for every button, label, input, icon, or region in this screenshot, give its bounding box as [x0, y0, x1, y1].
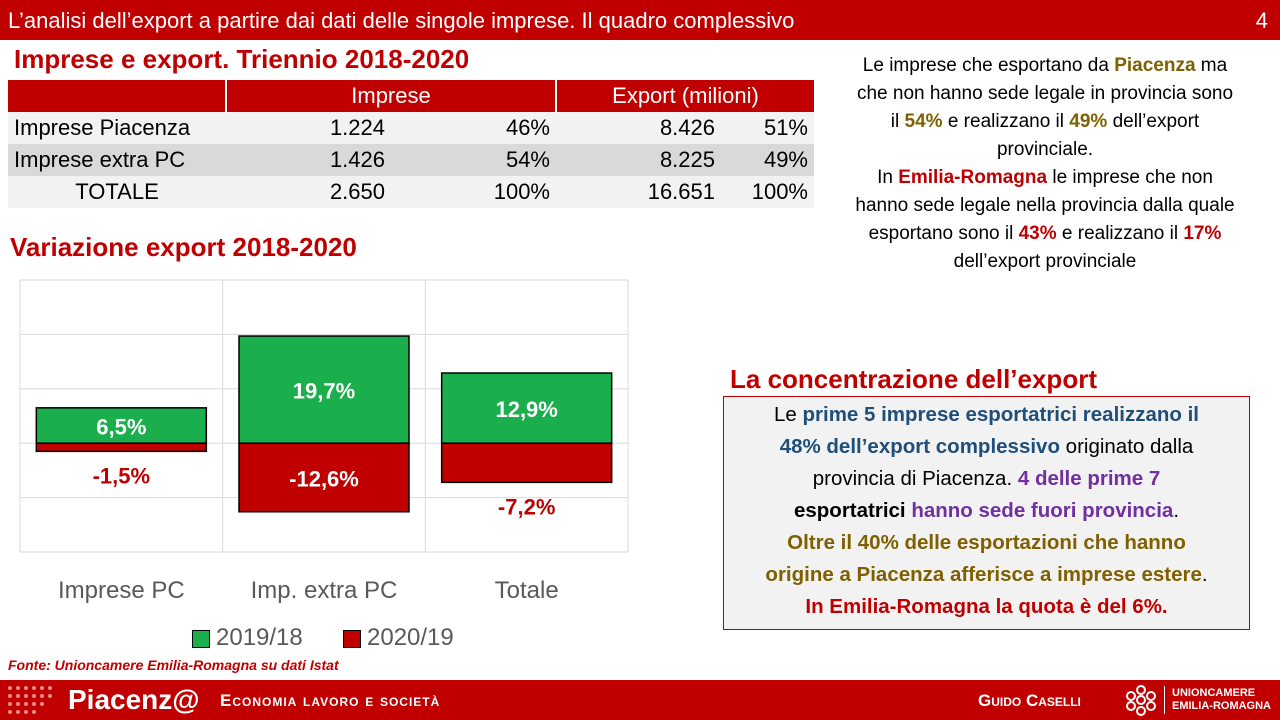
- legend-swatch-red: [343, 629, 361, 648]
- text-run: che non hanno sede legale in provincia s…: [856, 83, 1234, 104]
- author-name: Guido Caselli: [978, 691, 1081, 710]
- legend-swatch-green: [192, 629, 210, 648]
- highlight-outside: hanno sede fuori provincia: [905, 499, 1174, 522]
- org-name: UNIONCAMERE EMILIA-ROMAGNA: [1172, 687, 1271, 713]
- row-label: TOTALE: [8, 176, 226, 208]
- text-run: .: [1173, 499, 1180, 522]
- imprese-value: 2.650: [226, 176, 391, 208]
- data-label: 12,9%: [495, 397, 557, 422]
- text-run: hanno sede legale nella provincia dalla …: [855, 195, 1235, 216]
- piacenza-commentary: Le imprese che esportano da Piacenza ma …: [820, 52, 1270, 276]
- highlight-48: 48% dell’export complessivo: [779, 435, 1060, 458]
- org-line-2: EMILIA-ROMAGNA: [1172, 700, 1271, 712]
- imprese-value: 1.426: [226, 144, 391, 176]
- highlight-foreign: origine a Piacenza afferisce a imprese e…: [765, 563, 1202, 586]
- logo-divider: [1164, 686, 1165, 714]
- category-label: Totale: [495, 577, 559, 604]
- highlight-er-6: In Emilia-Romagna la quota è del 6%.: [805, 595, 1168, 618]
- text-run: Le: [774, 403, 803, 426]
- slide-title: L’analisi dell’export a partire dai dati…: [8, 8, 795, 33]
- data-label: -12,6%: [289, 466, 359, 491]
- variazione-export-chart: 6,5% -1,5% 19,7% -12,6% 12,9% -7,2% Imprese P…: [19, 279, 629, 604]
- row-label: Imprese Piacenza: [8, 112, 226, 144]
- page-number: 4: [1255, 8, 1268, 33]
- legend-item-2019: 2019/18: [192, 624, 303, 652]
- header-imprese: Imprese: [225, 80, 556, 112]
- highlight-54: 54%: [904, 111, 943, 132]
- tagline: Economia lavoro e società: [220, 691, 441, 710]
- data-label: 19,7%: [293, 379, 355, 404]
- imprese-pct: 54%: [391, 144, 556, 176]
- bar-2019-18-1: [238, 335, 410, 444]
- table-title: Imprese e export. Triennio 2018-2020: [14, 44, 470, 74]
- text-run: e realizzano il: [1056, 223, 1184, 244]
- export-pct: 49%: [721, 144, 814, 176]
- header-export: Export (milioni): [555, 80, 814, 112]
- unioncamere-logo-icon: [1126, 685, 1156, 716]
- text-run: Le imprese che esportano da: [862, 55, 1115, 76]
- highlight-49: 49%: [1069, 111, 1108, 132]
- highlight-top5: prime 5 imprese esportatrici realizzano …: [802, 403, 1200, 426]
- highlight-4-of-7: 4 delle prime 7: [1017, 467, 1161, 490]
- text-run: dell’export: [1107, 111, 1200, 132]
- export-value: 8.225: [556, 144, 721, 176]
- table-row: Imprese Piacenza 1.224 46% 8.426 51%: [8, 112, 814, 144]
- footer-bar: Piacenz@ Economia lavoro e società Guido…: [0, 680, 1280, 720]
- text-run: le imprese che non: [1047, 167, 1213, 188]
- data-label: 6,5%: [96, 415, 146, 440]
- text-run: e realizzano il: [942, 111, 1070, 132]
- text-run: dell’export provinciale: [953, 251, 1137, 272]
- data-label: -1,5%: [93, 463, 150, 488]
- text-run: In: [877, 167, 899, 188]
- highlight-piacenza: Piacenza: [1114, 55, 1196, 76]
- bar-2020-19-2: [440, 442, 613, 484]
- text-run: esportatrici: [793, 499, 906, 522]
- data-label: -7,2%: [498, 494, 555, 519]
- text-run: provincia di Piacenza.: [812, 467, 1018, 490]
- org-line-1: UNIONCAMERE: [1172, 687, 1256, 699]
- imprese-export-table: Imprese Export (milioni) Imprese Piacenz…: [8, 80, 814, 208]
- imprese-value: 1.224: [226, 112, 391, 144]
- export-value: 16.651: [556, 176, 721, 208]
- highlight-43: 43%: [1018, 223, 1057, 244]
- export-pct: 51%: [721, 112, 814, 144]
- text-run: esportano sono il: [868, 223, 1019, 244]
- text-run: .: [1201, 563, 1208, 586]
- highlight-40: Oltre il 40% delle esportazioni che hann…: [787, 531, 1186, 554]
- export-value: 8.426: [556, 112, 721, 144]
- bar-2020-19-0: [35, 442, 208, 453]
- bar-2019-18-2: [440, 372, 613, 444]
- text-run: provinciale.: [996, 139, 1094, 160]
- header-bar: L’analisi dell’export a partire dai dati…: [0, 0, 1280, 40]
- text-run: originato dalla: [1059, 435, 1194, 458]
- table-header-row: Imprese Export (milioni): [8, 80, 814, 112]
- legend-item-2020: 2020/19: [343, 624, 454, 652]
- text-run: ma: [1195, 55, 1228, 76]
- category-label: Imp. extra PC: [251, 577, 398, 604]
- concentration-title: La concentrazione dell’export: [730, 364, 1097, 394]
- table-row: Imprese extra PC 1.426 54% 8.225 49%: [8, 144, 814, 176]
- chart-title: Variazione export 2018-2020: [10, 232, 357, 262]
- imprese-pct: 100%: [391, 176, 556, 208]
- legend-label: 2019/18: [216, 624, 303, 651]
- highlight-17: 17%: [1183, 223, 1222, 244]
- concentration-box: Le prime 5 imprese esportatrici realizza…: [723, 396, 1250, 630]
- header-empty: [8, 80, 226, 112]
- legend-label: 2020/19: [367, 624, 454, 651]
- bar-2019-18-0: [35, 407, 208, 444]
- dots-pattern-icon: [8, 686, 52, 714]
- imprese-pct: 46%: [391, 112, 556, 144]
- export-pct: 100%: [721, 176, 814, 208]
- table-row-total: TOTALE 2.650 100% 16.651 100%: [8, 176, 814, 208]
- row-label: Imprese extra PC: [8, 144, 226, 176]
- highlight-emilia-romagna: Emilia-Romagna: [898, 167, 1048, 188]
- bar-2020-19-1: [238, 442, 410, 513]
- category-label: Imprese PC: [58, 577, 185, 604]
- text-run: il: [890, 111, 905, 132]
- brand-logo-text: Piacenz@: [68, 684, 200, 715]
- source-note: Fonte: Unioncamere Emilia-Romagna su dat…: [8, 657, 339, 673]
